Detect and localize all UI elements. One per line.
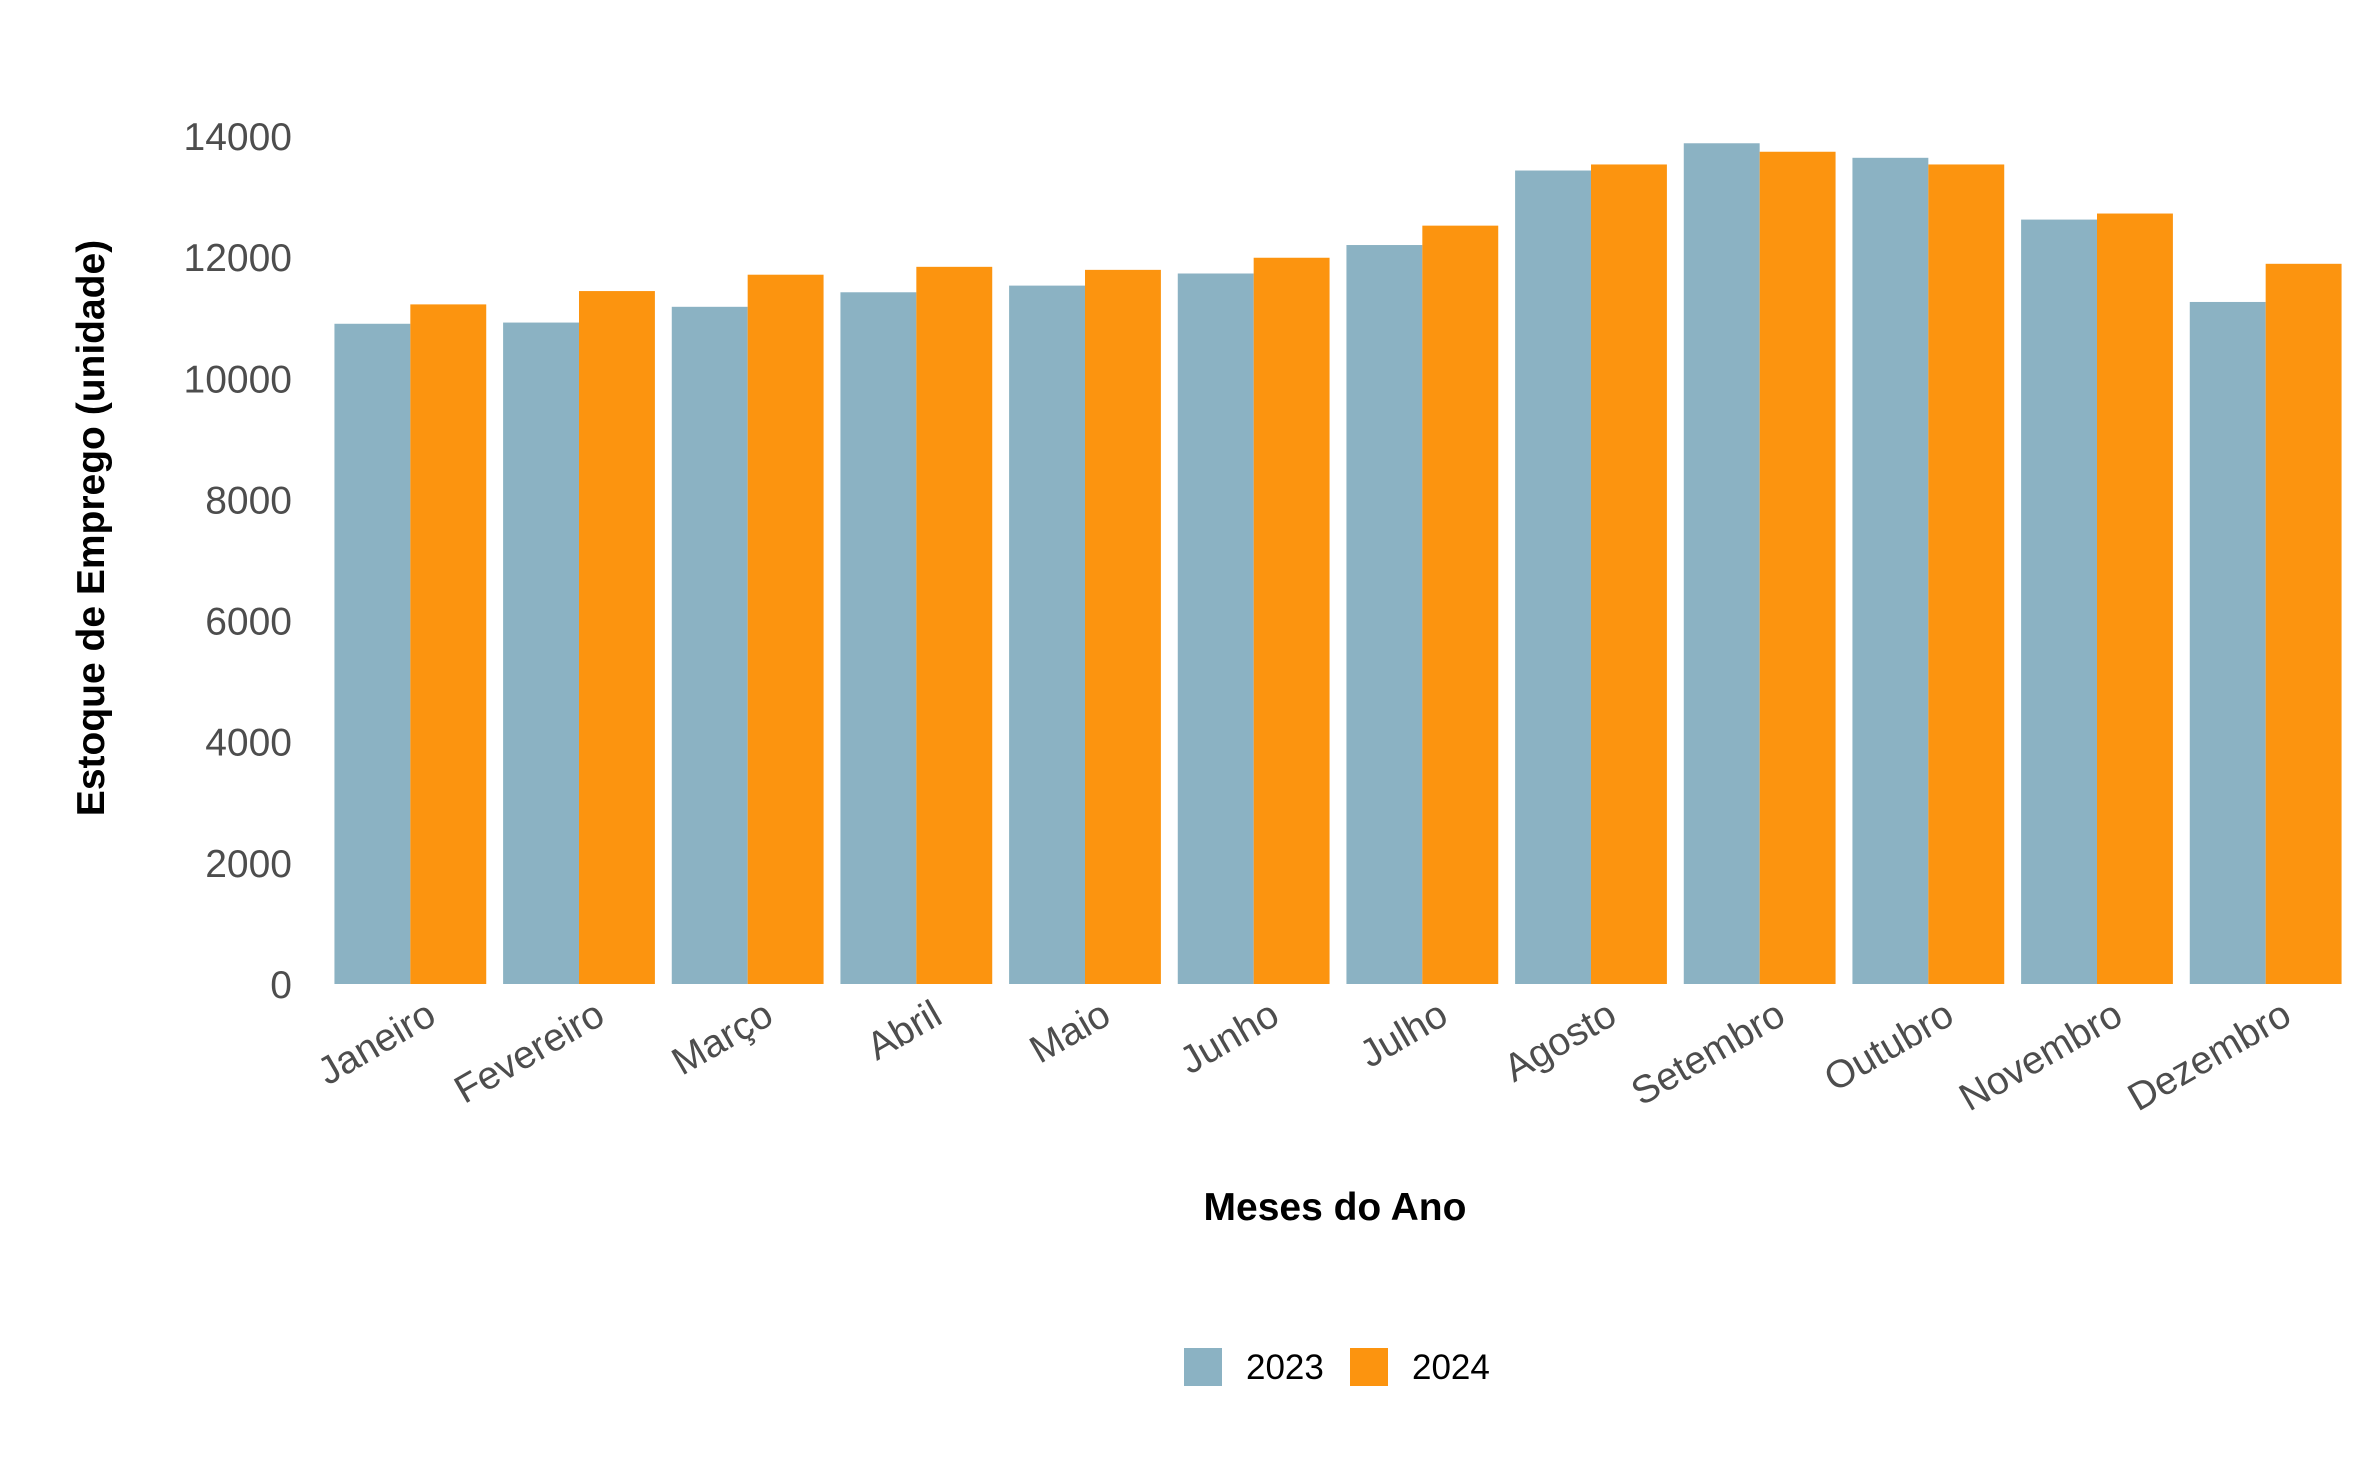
x-tick-label: Fevereiro — [447, 993, 611, 1113]
x-tick-label: Outubro — [1817, 993, 1961, 1101]
bar-2024-junho — [1253, 257, 1330, 985]
bar-2024-janeiro — [410, 304, 487, 985]
y-tick-label: 4000 — [205, 722, 292, 765]
legend-label-2024: 2024 — [1412, 1348, 1490, 1387]
bar-2023-abril — [840, 292, 917, 984]
x-tick-label: Março — [665, 993, 780, 1084]
y-axis-ticks: 0 2000 4000 6000 8000 10000 12000 14000 — [184, 116, 292, 1007]
legend-key-2024 — [1350, 1348, 1388, 1386]
x-tick-label: Junho — [1173, 993, 1287, 1083]
legend-key-2023 — [1184, 1348, 1222, 1386]
bar-2023-dezembro — [2189, 301, 2266, 985]
bar-2024-maio — [1085, 269, 1161, 984]
bar-2024-novembro — [2097, 213, 2173, 984]
x-axis-ticks: Janeiro Fevereiro Março Abril Maio Junho Julho… — [311, 993, 2299, 1120]
y-tick-label: 10000 — [184, 358, 292, 401]
x-tick-label: Agosto — [1497, 993, 1624, 1091]
x-tick-label: Janeiro — [311, 993, 443, 1094]
bar-2023-agosto — [1515, 170, 1591, 985]
bar-2023-maio — [1009, 285, 1085, 984]
y-tick-label: 0 — [270, 964, 292, 1007]
bar-2023-julho — [1346, 245, 1423, 984]
bar-2023-setembro — [1683, 143, 1760, 985]
bar-2023-junho — [1177, 273, 1254, 984]
bar-2024-abril — [916, 266, 993, 984]
bar-2024-dezembro — [2265, 263, 2342, 984]
y-tick-label: 14000 — [184, 116, 292, 159]
x-tick-label: Maio — [1023, 993, 1118, 1073]
bar-2024-julho — [1422, 225, 1499, 984]
bar-2024-agosto — [1591, 164, 1667, 984]
bar-2024-outubro — [1928, 164, 2005, 984]
bar-2023-março — [671, 306, 748, 985]
bar-2024-fevereiro — [579, 291, 655, 984]
bar-2024-setembro — [1759, 151, 1836, 985]
legend-label-2023: 2023 — [1246, 1348, 1324, 1387]
y-tick-label: 2000 — [205, 843, 292, 886]
y-axis-title: Estoque de Emprego (unidade) — [70, 240, 113, 816]
x-tick-label: Setembro — [1624, 993, 1792, 1115]
y-tick-label: 6000 — [205, 601, 292, 644]
y-tick-label: 8000 — [205, 479, 292, 522]
legend: 2023 2024 — [1184, 1348, 1490, 1387]
x-axis-title: Meses do Ano — [1204, 1186, 1467, 1229]
bar-2024-março — [747, 274, 824, 984]
x-tick-label: Abril — [860, 993, 949, 1069]
bar-2023-janeiro — [334, 323, 411, 984]
bar-2023-outubro — [1852, 157, 1929, 984]
y-tick-label: 12000 — [184, 237, 292, 280]
bars-group — [334, 143, 2342, 985]
x-tick-label: Julho — [1353, 993, 1455, 1077]
x-tick-label: Novembro — [1952, 993, 2129, 1120]
x-tick-label: Dezembro — [2121, 993, 2298, 1120]
bar-2023-novembro — [2021, 219, 2097, 985]
bar-2023-fevereiro — [503, 322, 579, 984]
